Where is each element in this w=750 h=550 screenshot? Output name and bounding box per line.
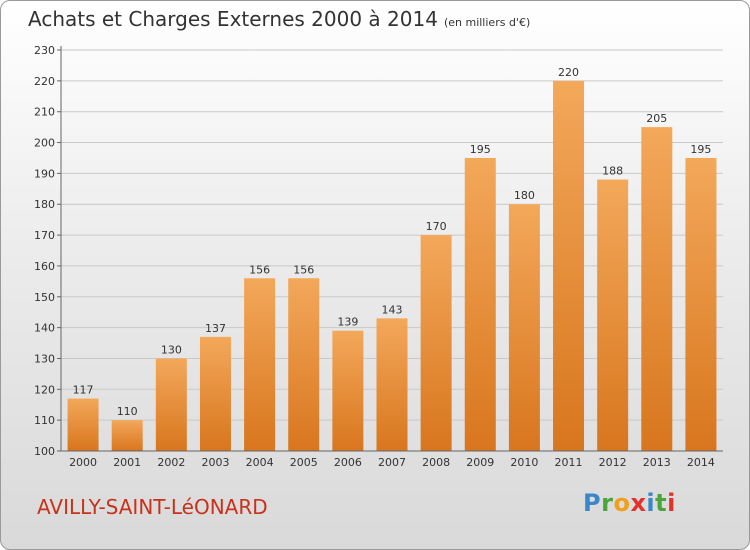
y-tick-label: 170 xyxy=(34,229,55,242)
x-tick-label: 2004 xyxy=(246,456,274,469)
data-label: 205 xyxy=(646,112,667,125)
y-tick-label: 220 xyxy=(34,75,55,88)
bar xyxy=(111,420,143,451)
bar xyxy=(155,358,187,451)
x-axis: 2000 2001 2002 2003 2004 2005 2006 2007 2008 2009… xyxy=(61,450,723,469)
y-tick-label: 130 xyxy=(34,352,55,365)
x-tick-label: 2003 xyxy=(201,456,229,469)
bar xyxy=(508,204,540,451)
bar xyxy=(199,336,231,451)
bar xyxy=(332,330,364,451)
data-label: 220 xyxy=(558,66,579,79)
data-label: 188 xyxy=(602,165,623,178)
data-label: 110 xyxy=(117,405,138,418)
y-tick-label: 190 xyxy=(34,167,55,180)
x-tick-label: 2007 xyxy=(378,456,406,469)
data-label: 137 xyxy=(205,322,226,335)
y-tick-label: 210 xyxy=(34,106,55,119)
data-label: 195 xyxy=(690,143,711,156)
x-tick-label: 2006 xyxy=(334,456,362,469)
y-tick-label: 160 xyxy=(34,260,55,273)
logo-letter: r xyxy=(601,489,614,517)
x-tick-label: 2011 xyxy=(555,456,583,469)
y-tick-label: 200 xyxy=(34,137,55,150)
logo-letter: t xyxy=(655,489,668,517)
x-tick-label: 2000 xyxy=(69,456,97,469)
x-tick-label: 2002 xyxy=(157,456,185,469)
logo-letter: i xyxy=(667,489,676,517)
chart-unit-note: (en milliers d'€) xyxy=(443,16,531,29)
proxiti-logo: Proxiti xyxy=(583,489,676,517)
data-label: 139 xyxy=(337,316,358,329)
y-tick-label: 110 xyxy=(34,414,55,427)
y-tick-label: 180 xyxy=(34,198,55,211)
y-tick-label: 230 xyxy=(34,44,55,57)
chart-title: Achats et Charges Externes 2000 à 2014 xyxy=(28,7,438,31)
bars: 117 110 130 137 156 156 139 143 170 195 180 220 188 2… xyxy=(67,66,717,452)
bar xyxy=(685,157,717,451)
data-label: 130 xyxy=(161,343,182,356)
data-label: 156 xyxy=(249,263,270,276)
data-label: 117 xyxy=(73,384,94,397)
bar xyxy=(288,278,320,451)
data-label: 180 xyxy=(514,189,535,202)
x-tick-label: 2001 xyxy=(113,456,141,469)
bar xyxy=(376,318,408,451)
x-tick-label: 2008 xyxy=(422,456,450,469)
logo-letter: o xyxy=(613,489,631,517)
y-tick-label: 150 xyxy=(34,291,55,304)
x-tick-label: 2012 xyxy=(599,456,627,469)
bar xyxy=(464,157,496,451)
data-label: 156 xyxy=(293,263,314,276)
y-tick-label: 120 xyxy=(34,383,55,396)
y-tick-label: 100 xyxy=(34,445,55,458)
logo-letter: P xyxy=(583,489,602,517)
bar xyxy=(67,398,99,451)
city-name: AVILLY-SAINT-LéONARD xyxy=(37,495,268,519)
logo-letter: i xyxy=(646,489,656,517)
x-tick-label: 2014 xyxy=(687,456,715,469)
bar xyxy=(553,80,585,451)
x-tick-label: 2013 xyxy=(643,456,671,469)
y-axis: 100 110 120 130 140 150 160 170 180 190 200 210 220 2… xyxy=(34,44,62,458)
bar xyxy=(641,127,673,451)
y-tick-label: 140 xyxy=(34,322,55,335)
bar xyxy=(597,179,629,452)
data-label: 143 xyxy=(382,303,403,316)
data-label: 170 xyxy=(426,220,447,233)
bar xyxy=(244,278,276,451)
chart-title-block: Achats et Charges Externes 2000 à 2014 (e… xyxy=(28,7,530,31)
x-tick-label: 2005 xyxy=(290,456,318,469)
bar xyxy=(420,235,452,451)
x-tick-label: 2009 xyxy=(466,456,494,469)
data-label: 195 xyxy=(470,143,491,156)
logo-letter: x xyxy=(630,489,647,517)
x-tick-label: 2010 xyxy=(510,456,538,469)
